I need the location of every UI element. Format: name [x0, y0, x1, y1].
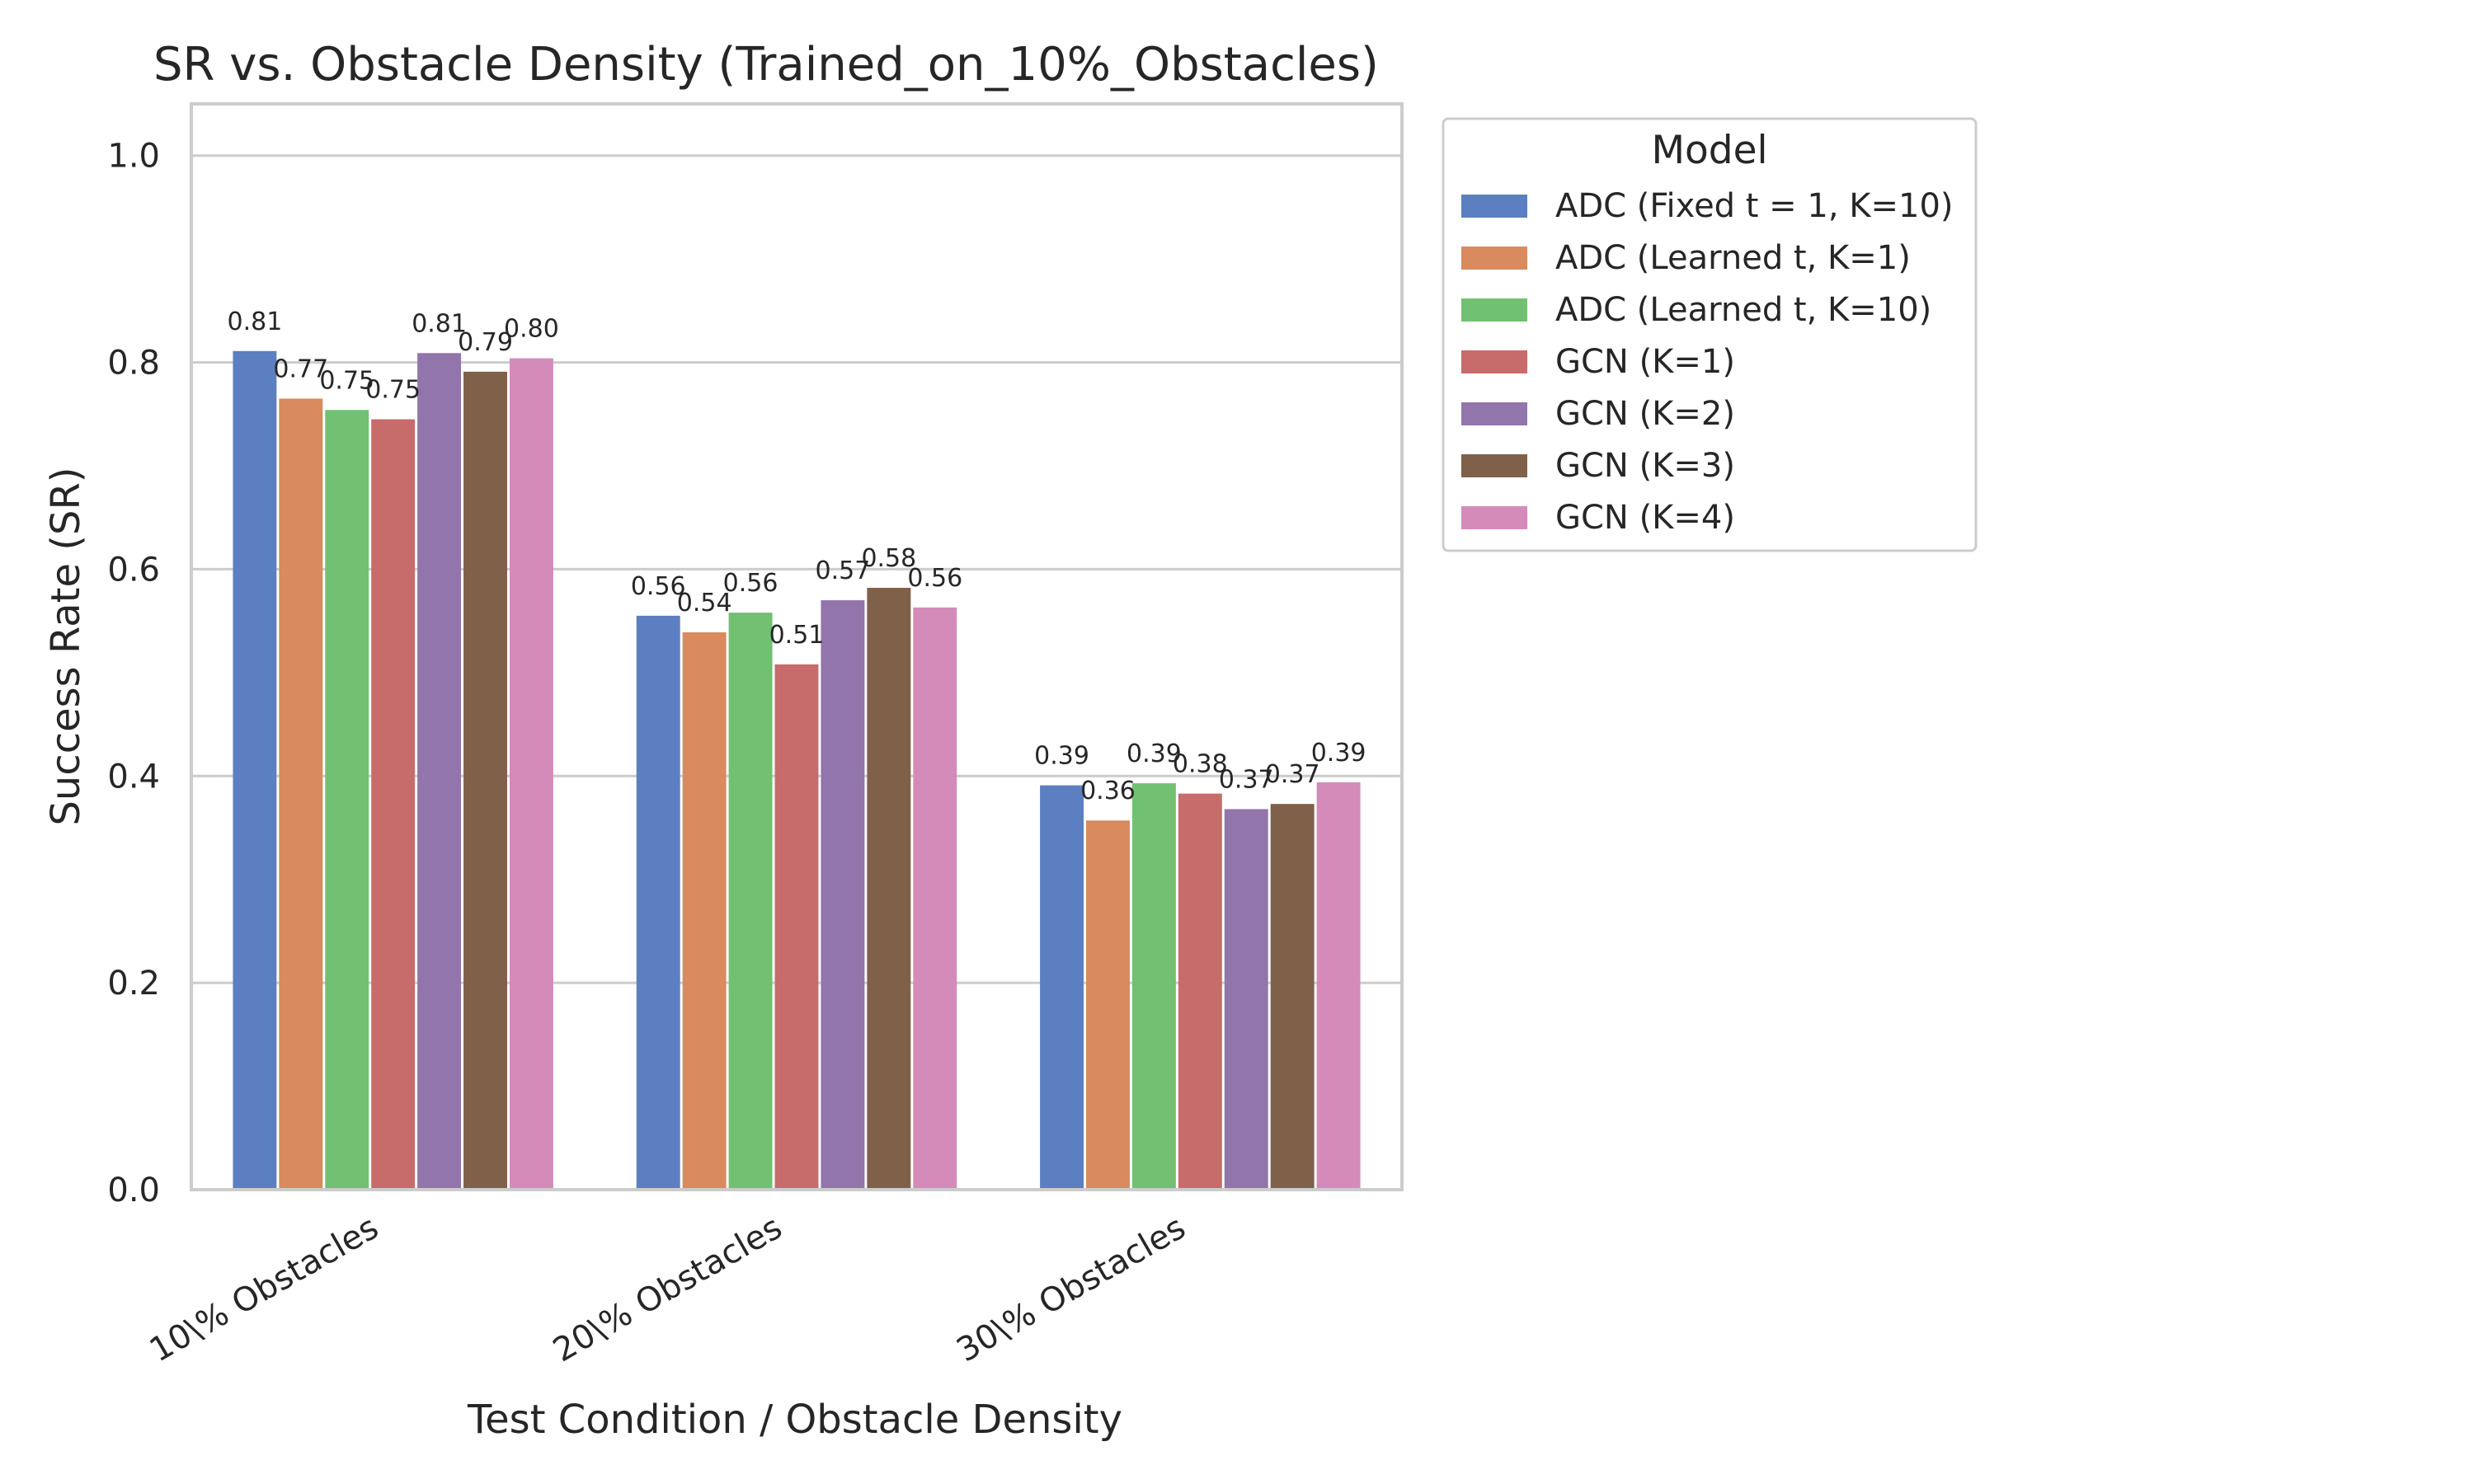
bar [1316, 782, 1361, 1190]
bar [509, 358, 553, 1190]
bar-value-label: 0.56 [723, 569, 778, 598]
bar [682, 632, 727, 1190]
bar [463, 371, 507, 1190]
legend-entry: ADC (Learned t, K=10) [1555, 291, 1931, 329]
bar-value-label: 0.79 [458, 328, 513, 357]
bar [1178, 793, 1222, 1190]
y-tick-label: 0.2 [107, 965, 160, 1003]
legend-swatch [1461, 454, 1527, 477]
legend-entry: GCN (K=4) [1555, 499, 1735, 537]
bar-value-label: 0.56 [631, 572, 686, 601]
bar-value-label: 0.75 [319, 366, 374, 395]
legend-entry: GCN (K=3) [1555, 447, 1735, 485]
bar [774, 664, 819, 1190]
bar-value-label: 0.77 [273, 355, 328, 383]
bar-value-label: 0.81 [412, 309, 467, 338]
bar [1131, 783, 1176, 1190]
bar-value-label: 0.57 [816, 556, 871, 585]
chart-title: SR vs. Obstacle Density (Trained_on_10%_… [153, 38, 1379, 92]
legend-frame [1442, 117, 1978, 552]
bar-value-label: 0.56 [907, 564, 962, 593]
bar [913, 607, 957, 1190]
x-tick-label: 30\% Obstacles [951, 1209, 1192, 1370]
bar [233, 350, 277, 1190]
legend-entry: ADC (Learned t, K=1) [1555, 239, 1911, 277]
bar [325, 410, 369, 1190]
plot-frame [190, 102, 1404, 1191]
bar-value-label: 0.37 [1219, 765, 1274, 794]
y-tick-label: 1.0 [107, 138, 160, 176]
bar-value-label: 0.58 [861, 544, 916, 573]
y-tick-label: 0.0 [107, 1172, 160, 1209]
legend-title: Model [1651, 128, 1767, 173]
y-axis-title: Success Rate (SR) [43, 467, 89, 825]
bar-value-label: 0.80 [504, 315, 559, 344]
y-tick-labels: 0.0 0.2 0.4 0.6 0.8 1.0 [107, 138, 160, 1209]
legend-swatch [1461, 298, 1527, 322]
bars-layer [233, 350, 1361, 1190]
x-tick-label: 20\% Obstacles [547, 1209, 788, 1370]
legend-items: ADC (Fixed t = 1, K=10) ADC (Learned t, K… [1461, 187, 1954, 537]
bar [1040, 785, 1084, 1190]
legend-swatch [1461, 195, 1527, 218]
bar-value-label: 0.51 [769, 621, 825, 650]
bar-value-label: 0.81 [227, 308, 282, 336]
legend-swatch [1461, 350, 1527, 373]
bar [1270, 804, 1315, 1190]
bar [728, 613, 773, 1190]
x-axis-title: Test Condition / Obstacle Density [467, 1397, 1122, 1443]
legend: Model ADC (Fixed t = 1, K=10) ADC (Learne… [1442, 117, 1978, 552]
bar-value-label: 0.39 [1126, 740, 1182, 768]
bar-value-label: 0.75 [365, 376, 421, 405]
bar-value-label: 0.36 [1080, 777, 1136, 805]
bar [1086, 820, 1130, 1190]
legend-swatch [1461, 506, 1527, 529]
legend-entry: ADC (Fixed t = 1, K=10) [1555, 187, 1954, 225]
x-tick-labels: 10\% Obstacles 20\% Obstacles 30\% Obstacl… [143, 1209, 1192, 1370]
bar-value-label: 0.39 [1034, 742, 1089, 771]
legend-swatch [1461, 402, 1527, 425]
bar [417, 353, 462, 1190]
bar [1224, 809, 1268, 1190]
bar-value-label: 0.54 [677, 589, 732, 618]
y-tick-label: 0.8 [107, 345, 160, 383]
legend-swatch [1461, 247, 1527, 270]
bar-value-label: 0.39 [1311, 739, 1366, 768]
bar-value-label: 0.38 [1173, 750, 1228, 779]
legend-entry: GCN (K=2) [1555, 395, 1735, 433]
legend-entry: GCN (K=1) [1555, 343, 1735, 381]
y-tick-label: 0.6 [107, 551, 160, 589]
bar [371, 419, 416, 1190]
y-tick-label: 0.4 [107, 758, 160, 796]
bar [867, 588, 911, 1190]
bar-labels-layer: 0.810.770.750.750.810.790.800.560.540.56… [227, 308, 1366, 805]
bar [279, 398, 323, 1190]
bar [821, 600, 865, 1190]
x-tick-label: 10\% Obstacles [143, 1209, 385, 1370]
bar-value-label: 0.37 [1265, 760, 1320, 789]
bar [636, 615, 680, 1190]
